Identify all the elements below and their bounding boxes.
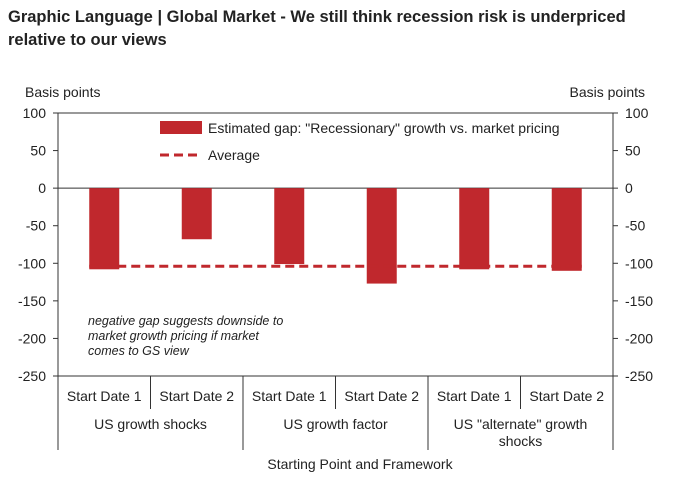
- right-tick-label: -200: [625, 330, 653, 346]
- left-tick-label: 0: [38, 180, 46, 196]
- left-tick-label: -100: [18, 255, 46, 271]
- bar-4: [366, 188, 397, 284]
- left-tick-label: -50: [26, 218, 46, 234]
- bar-2: [181, 188, 212, 240]
- bar-3: [274, 188, 305, 265]
- right-tick-label: -50: [625, 218, 645, 234]
- right-tick-label: -100: [625, 255, 653, 271]
- bar-5: [459, 188, 490, 270]
- right-tick-label: 50: [625, 143, 641, 159]
- left-axis-title: Basis points: [25, 84, 100, 100]
- left-tick-label: -150: [18, 293, 46, 309]
- x-tick-label: Start Date 1: [67, 388, 142, 404]
- bar-6: [551, 188, 582, 271]
- legend-bar-swatch: [160, 121, 202, 134]
- legend-average-label: Average: [208, 147, 260, 163]
- right-tick-label: -150: [625, 293, 653, 309]
- x-tick-label: Start Date 2: [159, 388, 234, 404]
- x-tick-label: Start Date 1: [437, 388, 512, 404]
- left-tick-label: 100: [23, 105, 47, 121]
- right-tick-label: 100: [625, 105, 649, 121]
- legend-bar-label: Estimated gap: "Recessionary" growth vs.…: [208, 120, 560, 136]
- group-label: US "alternate" growth shocks: [454, 416, 588, 449]
- left-tick-label: -200: [18, 330, 46, 346]
- bar-1: [89, 188, 120, 270]
- x-tick-label: Start Date 2: [344, 388, 419, 404]
- group-label: US growth factor: [283, 416, 388, 432]
- right-tick-label: -250: [625, 368, 653, 384]
- x-axis-title: Starting Point and Framework: [267, 456, 453, 472]
- right-tick-label: 0: [625, 180, 633, 196]
- group-label: US growth shocks: [94, 416, 207, 432]
- right-axis-title: Basis points: [570, 84, 645, 100]
- left-tick-label: -250: [18, 368, 46, 384]
- x-tick-label: Start Date 1: [252, 388, 327, 404]
- annotation-note: negative gap suggests downside to market …: [88, 314, 283, 358]
- chart-title: Graphic Language | Global Market - We st…: [8, 8, 626, 49]
- x-tick-label: Start Date 2: [529, 388, 604, 404]
- left-tick-label: 50: [30, 143, 46, 159]
